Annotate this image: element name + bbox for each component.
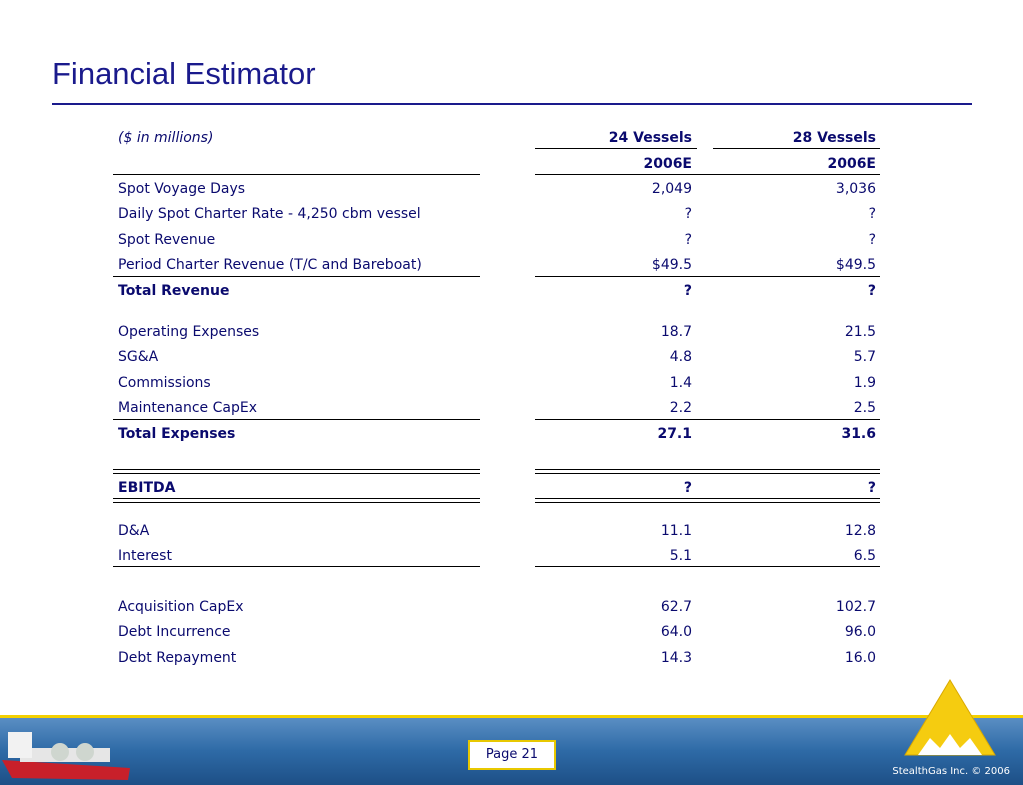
cell: 96.0 <box>844 624 876 640</box>
column-header: 24 Vessels <box>608 130 692 146</box>
copyright: StealthGas Inc. © 2006 <box>892 766 1010 777</box>
cell: 27.1 <box>657 426 692 442</box>
column-period: 2006E <box>827 156 876 172</box>
cell: 12.8 <box>844 523 876 539</box>
row-label: Interest <box>118 548 172 564</box>
cell: 6.5 <box>853 548 876 564</box>
row-label: EBITDA <box>118 480 176 496</box>
cell: $49.5 <box>835 257 876 273</box>
cell: ? <box>683 283 692 299</box>
cell: ? <box>867 480 876 496</box>
rule <box>113 566 480 567</box>
cell: 5.1 <box>669 548 692 564</box>
cell: 2.2 <box>669 400 692 416</box>
page-number: Page 21 <box>468 740 556 770</box>
cell: 3,036 <box>835 181 876 197</box>
cell: ? <box>684 206 692 222</box>
rule <box>113 502 480 503</box>
cell: ? <box>867 283 876 299</box>
rule <box>535 148 697 149</box>
row-label: Spot Voyage Days <box>118 181 246 197</box>
rule <box>535 498 880 499</box>
rule <box>713 148 880 149</box>
rule <box>535 469 880 470</box>
cell: $49.5 <box>651 257 692 273</box>
cell: 1.4 <box>669 375 692 391</box>
cell: 4.8 <box>669 349 692 365</box>
rule <box>113 469 480 470</box>
cell: 31.6 <box>841 426 876 442</box>
rule <box>535 419 880 420</box>
ship <box>2 732 130 780</box>
row-label: Period Charter Revenue (T/C and Bareboat… <box>118 257 422 273</box>
row-label: Spot Revenue <box>118 232 216 248</box>
cell: 21.5 <box>844 324 876 340</box>
cell: ? <box>684 232 692 248</box>
cell: 62.7 <box>660 599 692 615</box>
cell: ? <box>868 206 876 222</box>
row-label: Debt Incurrence <box>118 624 231 640</box>
yellow-line <box>0 715 1023 718</box>
rule <box>535 174 880 175</box>
cell: 102.7 <box>835 599 876 615</box>
rule <box>535 276 880 277</box>
row-label: Commissions <box>118 375 211 391</box>
rule <box>535 502 880 503</box>
cell: 64.0 <box>660 624 692 640</box>
row-label: Maintenance CapEx <box>118 400 257 416</box>
row-label: Acquisition CapEx <box>118 599 244 615</box>
cell: 5.7 <box>853 349 876 365</box>
column-period: 2006E <box>643 156 692 172</box>
cell: ? <box>868 232 876 248</box>
cell: 14.3 <box>660 650 692 666</box>
title-rule <box>52 103 972 105</box>
cell: 16.0 <box>844 650 876 666</box>
logo <box>904 679 996 756</box>
cell: 1.9 <box>853 375 876 391</box>
row-label: SG&A <box>118 349 159 365</box>
rule <box>535 473 880 474</box>
cell: 2.5 <box>853 400 876 416</box>
title: Financial Estimator <box>52 56 316 91</box>
rule <box>113 498 480 499</box>
rule <box>535 566 880 567</box>
rule <box>113 419 480 420</box>
column-header: 28 Vessels <box>792 130 876 146</box>
rule <box>113 473 480 474</box>
cell: 11.1 <box>660 523 692 539</box>
row-label: Daily Spot Charter Rate - 4,250 cbm vess… <box>118 206 421 222</box>
rule <box>113 174 480 175</box>
row-label: Operating Expenses <box>118 324 260 340</box>
cell: ? <box>683 480 692 496</box>
units-note: ($ in millions) <box>118 130 214 146</box>
row-label: Total Revenue <box>118 283 230 299</box>
rule <box>113 276 480 277</box>
cell: 18.7 <box>660 324 692 340</box>
row-label: Debt Repayment <box>118 650 237 666</box>
row-label: D&A <box>118 523 150 539</box>
cell: 2,049 <box>651 181 692 197</box>
row-label: Total Expenses <box>118 426 236 442</box>
